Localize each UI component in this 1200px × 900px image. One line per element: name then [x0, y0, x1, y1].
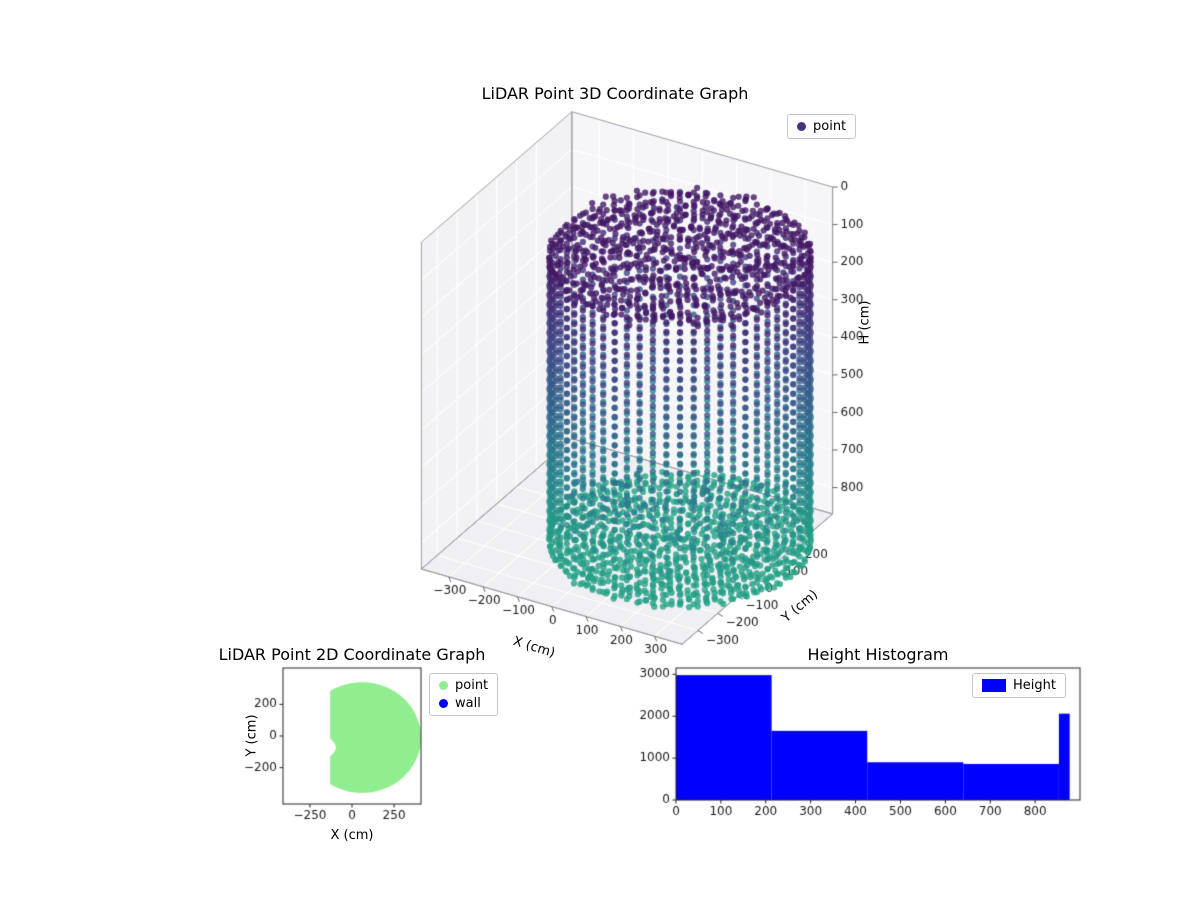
lidar-2d-canvas [230, 655, 440, 855]
chart-2d-ylabel: Y (cm) [244, 714, 260, 757]
height-swatch-icon [982, 679, 1006, 692]
chart-2d-xlabel: X (cm) [330, 828, 374, 843]
legend-entry-wall: wall [439, 696, 488, 711]
legend-entry-point: point [439, 678, 488, 693]
legend-label-wall: wall [455, 696, 481, 711]
chart-3d-title: LiDAR Point 3D Coordinate Graph [481, 84, 749, 103]
chart-2d-legend: point wall [429, 673, 499, 716]
chart-3d-legend: point [787, 114, 857, 139]
legend-entry-point: point [797, 119, 846, 134]
point-marker-icon [439, 681, 448, 690]
legend-entry-height: Height [982, 678, 1056, 693]
lidar-3d-canvas [380, 100, 900, 670]
chart-histogram-legend: Height [972, 673, 1066, 698]
wall-marker-icon [439, 699, 448, 708]
legend-label-point: point [813, 119, 847, 134]
chart-3d-zlabel: H (cm) [857, 300, 873, 345]
legend-label-height: Height [1013, 678, 1056, 693]
point-marker-icon [797, 122, 806, 131]
legend-label-point: point [455, 678, 489, 693]
